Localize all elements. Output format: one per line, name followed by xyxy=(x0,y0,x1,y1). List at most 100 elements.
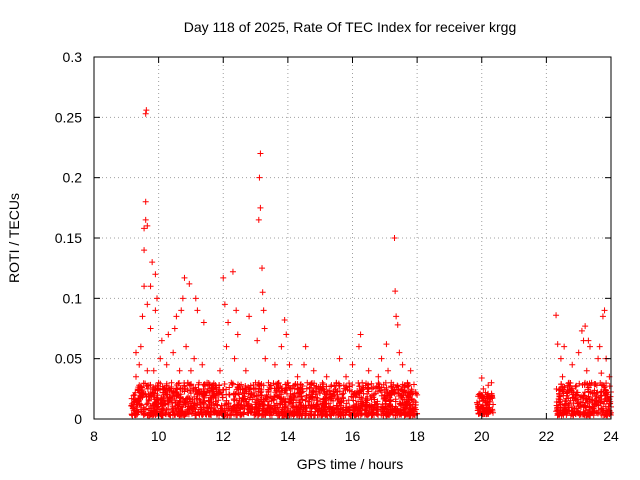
data-point xyxy=(586,396,593,403)
data-point xyxy=(205,405,212,412)
data-point xyxy=(196,411,203,418)
data-point xyxy=(333,406,340,413)
data-point xyxy=(187,367,194,374)
data-point xyxy=(587,409,594,416)
data-point xyxy=(585,410,592,417)
data-point xyxy=(323,408,330,415)
data-point xyxy=(335,396,342,403)
data-point xyxy=(133,373,140,380)
data-point xyxy=(283,331,290,338)
x-tick-label: 18 xyxy=(409,428,425,444)
data-point xyxy=(179,295,186,302)
data-point xyxy=(475,411,482,418)
data-point xyxy=(578,404,585,411)
data-point xyxy=(128,395,135,402)
data-point xyxy=(291,411,298,418)
data-point xyxy=(312,405,319,412)
data-point xyxy=(240,398,247,405)
data-point xyxy=(276,401,283,408)
data-point xyxy=(142,380,149,387)
data-point xyxy=(265,398,272,405)
data-point xyxy=(217,367,224,374)
data-point xyxy=(409,401,416,408)
data-point xyxy=(323,383,330,390)
data-point xyxy=(376,384,383,391)
data-point xyxy=(228,379,235,386)
data-point xyxy=(322,400,329,407)
data-point xyxy=(577,401,584,408)
data-point xyxy=(379,404,386,411)
data-point xyxy=(185,403,192,410)
data-point xyxy=(393,405,400,412)
data-point xyxy=(210,385,217,392)
data-point xyxy=(299,385,306,392)
y-tick-label: 0.25 xyxy=(55,109,82,125)
data-point xyxy=(301,361,308,368)
data-point xyxy=(342,383,349,390)
data-point xyxy=(392,396,399,403)
data-point xyxy=(236,397,243,404)
data-point xyxy=(212,407,219,414)
data-point xyxy=(292,381,299,388)
data-point xyxy=(349,361,356,368)
data-point xyxy=(557,355,564,362)
data-point xyxy=(190,405,197,412)
data-point xyxy=(597,400,604,407)
data-point xyxy=(572,391,579,398)
data-point xyxy=(475,403,482,410)
y-tick-labels: 0 0.05 0.1 0.15 0.2 0.25 0.3 xyxy=(55,49,82,427)
x-tick-label: 14 xyxy=(280,428,296,444)
data-point xyxy=(308,402,315,409)
data-point xyxy=(286,361,293,368)
data-point xyxy=(200,385,207,392)
data-point xyxy=(326,411,333,418)
data-point xyxy=(163,406,170,413)
data-point xyxy=(178,410,185,417)
data-point xyxy=(133,349,140,356)
data-point xyxy=(393,313,400,320)
data-point xyxy=(392,288,399,295)
data-point xyxy=(170,405,177,412)
data-point xyxy=(262,355,269,362)
data-point xyxy=(392,388,399,395)
data-point xyxy=(326,391,333,398)
data-point xyxy=(137,343,144,350)
axis-ticks xyxy=(93,56,612,420)
data-point xyxy=(236,406,243,413)
data-point xyxy=(320,406,327,413)
data-point xyxy=(323,373,330,380)
data-point xyxy=(603,395,610,402)
data-point xyxy=(141,283,148,290)
data-point xyxy=(231,390,238,397)
data-point xyxy=(221,381,228,388)
data-point xyxy=(312,412,319,419)
data-point xyxy=(562,397,569,404)
data-point xyxy=(266,404,273,411)
data-point xyxy=(307,394,314,401)
data-point xyxy=(194,307,201,314)
x-tick-label: 22 xyxy=(539,428,555,444)
data-point xyxy=(265,379,272,386)
data-point xyxy=(336,388,343,395)
data-point xyxy=(136,382,143,389)
data-point xyxy=(575,409,582,416)
data-point xyxy=(405,406,412,413)
data-point xyxy=(391,235,398,241)
data-point xyxy=(142,198,149,205)
data-point xyxy=(410,397,417,404)
data-point xyxy=(191,400,198,407)
data-point xyxy=(211,409,218,416)
data-point xyxy=(155,379,162,386)
y-tick-label: 0 xyxy=(74,411,82,427)
data-point xyxy=(221,402,228,409)
data-point xyxy=(477,391,484,398)
data-point xyxy=(572,383,579,390)
data-point xyxy=(607,400,614,407)
data-point xyxy=(380,408,387,415)
data-point xyxy=(485,382,492,389)
data-point xyxy=(261,325,268,332)
data-point xyxy=(200,393,207,400)
data-point xyxy=(294,386,301,393)
data-point xyxy=(333,379,340,386)
